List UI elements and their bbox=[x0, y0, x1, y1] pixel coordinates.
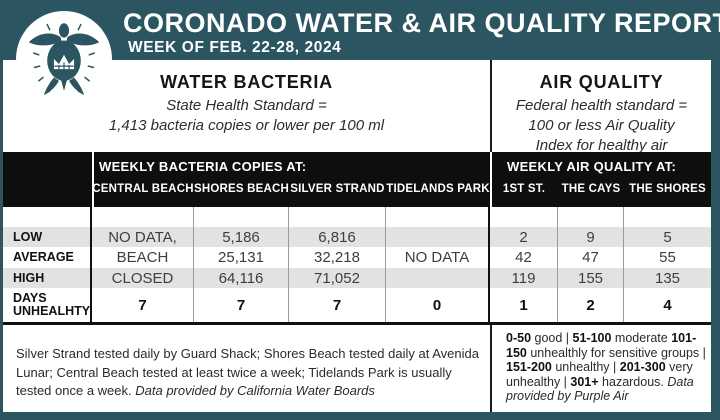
crowned-turtle-icon bbox=[28, 23, 100, 96]
table-cell bbox=[386, 268, 490, 288]
table-cell bbox=[289, 207, 386, 227]
table-cell bbox=[386, 227, 490, 247]
column-header-the-shores: THE SHORES bbox=[629, 183, 706, 195]
column-header-the-cays: THE CAYS bbox=[561, 183, 621, 195]
table-cell: 6,816 bbox=[289, 227, 386, 247]
table-cell bbox=[386, 207, 490, 227]
column-header-silver-strand: SILVER STRAND bbox=[290, 183, 385, 195]
water-section-title: WATER BACTERIA bbox=[160, 72, 333, 92]
water-bacteria-section: WATER BACTERIA State Health Standard = 1… bbox=[3, 60, 490, 136]
row-label-days-unhealthy: DAYS UNHEALHTY bbox=[3, 288, 92, 322]
water-health-standard: State Health Standard = 1,413 bacteria c… bbox=[108, 97, 385, 134]
table-cell: 42 bbox=[490, 247, 558, 268]
air-health-standard: Federal health standard = 100 or less Ai… bbox=[515, 97, 688, 154]
table-cell bbox=[624, 207, 711, 227]
column-header-shores-beach: SHORES BEACH bbox=[194, 183, 290, 195]
header-bar-divider bbox=[92, 152, 94, 207]
section-divider-bottom bbox=[490, 325, 492, 412]
table-cell bbox=[558, 207, 624, 227]
footer-divider-line bbox=[3, 322, 711, 325]
data-table: LOW NO DATA, 5,186 6,816 2 9 5 AVERAGE B… bbox=[3, 207, 711, 322]
table-cell bbox=[490, 207, 558, 227]
table-cell: 4 bbox=[663, 296, 672, 314]
table-cell: 25,131 bbox=[194, 247, 289, 268]
table-cell: BEACH bbox=[92, 247, 194, 268]
table-cell: 119 bbox=[490, 268, 558, 288]
table-cell: 2 bbox=[490, 227, 558, 247]
table-cell: 64,116 bbox=[194, 268, 289, 288]
water-footnote: Silver Strand tested daily by Guard Shac… bbox=[16, 346, 479, 398]
table-cell bbox=[3, 207, 92, 227]
report-body-panel: WATER BACTERIA State Health Standard = 1… bbox=[3, 60, 711, 412]
row-label-average: AVERAGE bbox=[3, 247, 92, 268]
column-header-1st-st: 1ST ST. bbox=[502, 183, 546, 195]
page-title: CORONADO WATER & AIR QUALITY REPORT bbox=[123, 8, 720, 38]
coronado-logo bbox=[16, 11, 112, 107]
table-cell bbox=[194, 207, 289, 227]
report-week-subtitle: WEEK OF FEB. 22-28, 2024 bbox=[128, 39, 342, 56]
air-table-caption: WEEKLY AIR QUALITY AT: bbox=[507, 159, 677, 174]
table-cell: 71,052 bbox=[289, 268, 386, 288]
table-cell: NO DATA bbox=[386, 247, 490, 268]
air-quality-legend: 0-50 good | 51-100 moderate 101-150 unhe… bbox=[506, 331, 706, 403]
header-bar-divider bbox=[490, 152, 492, 207]
water-table-caption: WEEKLY BACTERIA COPIES AT: bbox=[99, 159, 307, 174]
table-cell: NO DATA, bbox=[92, 227, 194, 247]
air-quality-section: AIR QUALITY Federal health standard = 10… bbox=[492, 60, 711, 156]
row-label-low: LOW bbox=[3, 227, 92, 247]
section-divider-top bbox=[490, 60, 492, 152]
row-label-high: HIGH bbox=[3, 268, 92, 288]
table-cell: 2 bbox=[558, 288, 624, 322]
table-header-bar: WEEKLY BACTERIA COPIES AT: WEEKLY AIR QU… bbox=[3, 152, 711, 207]
table-cell: 7 bbox=[194, 288, 289, 322]
table-cell: 9 bbox=[558, 227, 624, 247]
column-header-central-beach: CENTRAL BEACH bbox=[92, 183, 194, 195]
table-cell: 1 bbox=[490, 288, 558, 322]
table-cell: 7 bbox=[289, 288, 386, 322]
table-cell bbox=[92, 207, 194, 227]
table-cell: 0 bbox=[386, 288, 490, 322]
column-header-tidelands-park: TIDELANDS PARK bbox=[386, 183, 490, 195]
air-section-title: AIR QUALITY bbox=[539, 72, 664, 92]
table-cell: 47 bbox=[558, 247, 624, 268]
table-cell: 5,186 bbox=[194, 227, 289, 247]
table-cell: 155 bbox=[558, 268, 624, 288]
table-cell: 55 bbox=[659, 249, 676, 266]
table-cell: 32,218 bbox=[289, 247, 386, 268]
table-cell: 135 bbox=[624, 268, 711, 288]
table-cell: 7 bbox=[92, 288, 194, 322]
table-cell: CLOSED bbox=[92, 268, 194, 288]
table-cell: 5 bbox=[624, 227, 711, 247]
